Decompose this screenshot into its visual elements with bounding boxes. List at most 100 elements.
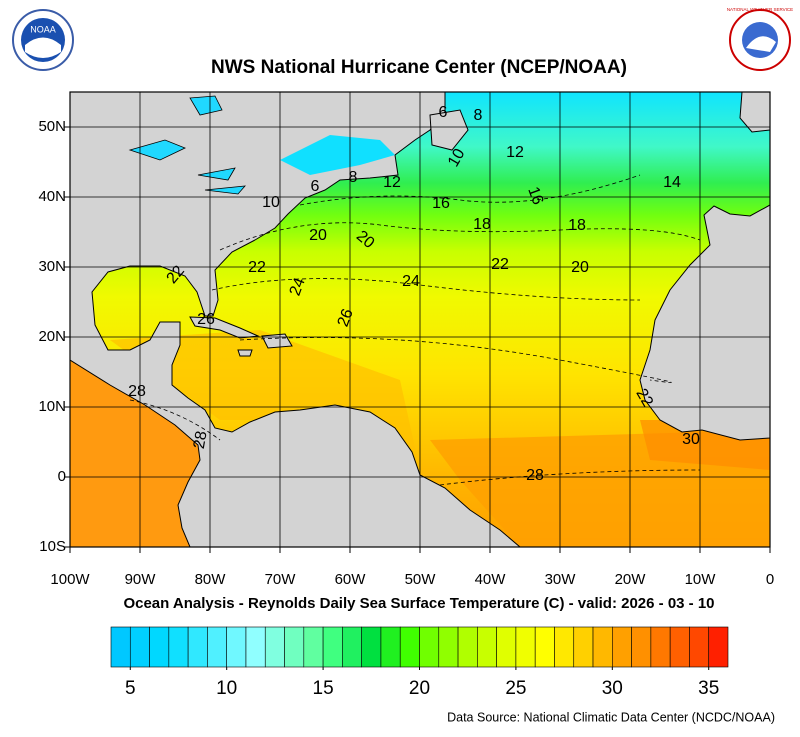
y-tick-label: 10S <box>39 538 66 555</box>
land-europe <box>739 92 770 133</box>
y-tick-label: 20N <box>38 328 66 345</box>
colorbar-segment <box>187 626 208 668</box>
gulf-st-lawrence <box>280 135 395 175</box>
colorbar-segment <box>284 626 305 668</box>
contour-label: 22 <box>632 386 656 410</box>
axes: 100W 90W 80W 70W 60W 50W 40W 30W 20W 10W 0 10S 0 10N 2… <box>38 118 774 588</box>
land-newfoundland <box>429 109 469 151</box>
land-americas <box>70 92 521 547</box>
contour-label: 30 <box>682 431 700 448</box>
contour-label: 26 <box>335 307 357 330</box>
land-africa-europe <box>639 204 770 441</box>
colorbar-segment <box>303 626 324 668</box>
colorbar-segment <box>496 626 517 668</box>
colorbar-segment <box>342 626 362 668</box>
contour-label: 20 <box>309 227 327 244</box>
subtitle: Ocean Analysis - Reynolds Daily Sea Surf… <box>123 595 714 612</box>
colorbar-tick-label: 10 <box>216 678 237 699</box>
contour-label: 24 <box>287 276 309 299</box>
y-tick-label: 0 <box>58 468 66 485</box>
contour-label: 26 <box>197 311 215 328</box>
logo-text: NATIONAL WEATHER SERVICE <box>727 7 793 12</box>
colorbar-segment <box>689 626 710 668</box>
colorbar-segment <box>168 626 189 668</box>
contour-label: 8 <box>474 107 483 124</box>
contour-label: 22 <box>491 256 509 273</box>
map <box>70 92 770 547</box>
colorbar-segment <box>110 626 131 668</box>
colorbar-segment <box>650 626 671 668</box>
colorbar-segment <box>438 626 459 668</box>
x-tick-label: 90W <box>125 571 157 588</box>
colorbar-segment <box>361 626 382 668</box>
contour-label: 22 <box>248 259 266 276</box>
colorbar-segment <box>399 626 420 668</box>
colorbar-segment <box>264 626 285 668</box>
colorbar-segment <box>226 626 247 668</box>
x-tick-label: 80W <box>195 571 227 588</box>
colorbar-segment <box>573 626 594 668</box>
colorbar-segment <box>322 626 343 668</box>
contour-label: 10 <box>445 146 469 170</box>
colorbar-segment <box>592 626 613 668</box>
colorbar-tick-label: 30 <box>602 678 623 699</box>
contour-label: 16 <box>432 195 450 212</box>
contour-label: 18 <box>473 216 491 233</box>
colorbar-segment <box>419 626 440 668</box>
x-tick-label: 100W <box>50 571 90 588</box>
colorbar-segment <box>612 626 632 668</box>
contour-label: 6 <box>439 104 448 121</box>
colorbar-tick-label: 25 <box>505 678 526 699</box>
land-hispaniola <box>261 333 293 349</box>
x-tick-label: 10W <box>685 571 717 588</box>
land-jamaica <box>237 349 253 357</box>
y-tick-label: 10N <box>38 398 66 415</box>
grid <box>70 92 770 547</box>
colorbar-segment <box>207 626 227 668</box>
data-source: Data Source: National Climatic Data Cent… <box>447 710 775 724</box>
colorbar-segment <box>129 626 150 668</box>
colorbar-segment <box>554 626 575 668</box>
noaa-logo: NOAA <box>12 9 74 71</box>
x-tick-label: 50W <box>405 571 437 588</box>
y-tick-label: 30N <box>38 258 66 275</box>
contour-label: 20 <box>571 259 589 276</box>
contour-label: 6 <box>311 178 320 195</box>
y-tick-label: 40N <box>38 188 66 205</box>
x-tick-label: 0 <box>766 571 774 588</box>
contour-line <box>129 174 701 486</box>
contour-label: 12 <box>383 174 401 191</box>
colorbar-tick-label: 5 <box>125 678 136 699</box>
x-tick-label: 20W <box>615 571 647 588</box>
title: NWS National Hurricane Center (NCEP/NOAA… <box>211 57 627 78</box>
y-tick-label: 50N <box>38 118 66 135</box>
colorbar-segment <box>457 626 478 668</box>
colorbar-tick-label: 35 <box>698 678 719 699</box>
x-tick-label: 60W <box>335 571 367 588</box>
contour-label: 18 <box>568 217 586 234</box>
contour-label: 12 <box>506 144 524 161</box>
colorbar-tick-label: 20 <box>409 678 430 699</box>
nws-logo: NATIONAL WEATHER SERVICE <box>727 7 793 71</box>
contour-label: 8 <box>349 169 358 186</box>
colorbar-segment <box>380 626 401 668</box>
contour-label: 16 <box>524 185 546 208</box>
contour-label: 24 <box>402 273 420 290</box>
colorbar-segment <box>534 626 555 668</box>
x-tick-label: 70W <box>265 571 297 588</box>
colorbar-segment <box>149 626 170 668</box>
logo-text: NOAA <box>30 24 56 34</box>
contour-label: 10 <box>262 194 280 211</box>
contour-label: 28 <box>526 467 544 484</box>
colorbar-segment <box>515 626 536 668</box>
x-tick-label: 30W <box>545 571 577 588</box>
contour-label: 14 <box>663 174 681 191</box>
colorbar-segment <box>477 626 497 668</box>
contour-label: 28 <box>191 430 211 451</box>
colorbar: 5 10 15 20 25 30 35 <box>110 626 729 699</box>
contour-label: 28 <box>128 383 146 400</box>
x-tick-label: 40W <box>475 571 507 588</box>
colorbar-segment <box>631 626 652 668</box>
colorbar-segment <box>708 626 729 668</box>
